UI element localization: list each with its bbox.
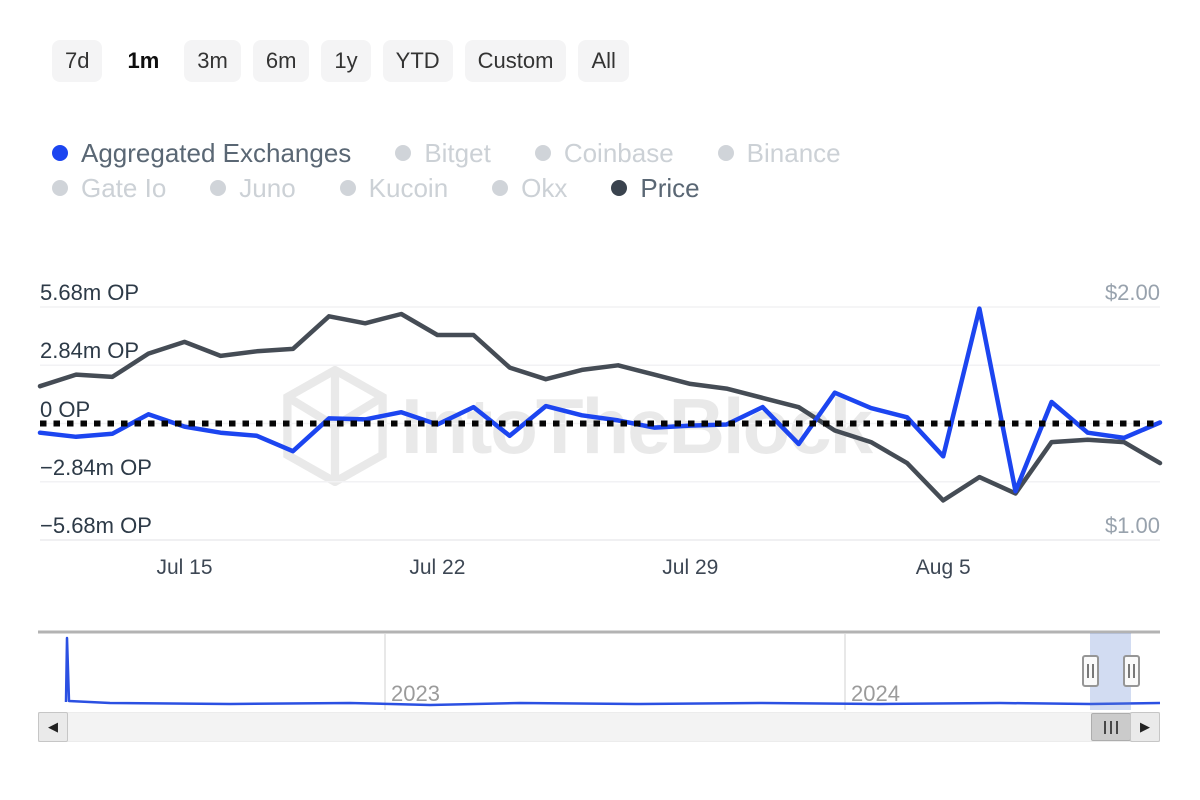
range-button-1m[interactable]: 1m — [114, 40, 173, 82]
range-button-6m[interactable]: 6m — [252, 40, 310, 82]
grip-line — [1086, 664, 1089, 678]
grip-line — [1104, 720, 1106, 734]
legend-row-1: Aggregated Exchanges Bitget Coinbase Bin… — [52, 136, 841, 170]
scrollbar-left-arrow-icon[interactable]: ◀ — [38, 712, 68, 742]
scrollbar-track[interactable] — [38, 712, 1160, 742]
navigator-year-label: 2024 — [851, 681, 900, 706]
y-axis-label-left: 5.68m OP — [40, 280, 140, 305]
legend-label: Juno — [239, 173, 296, 203]
legend-item-aggregated-exchanges[interactable]: Aggregated Exchanges — [52, 140, 351, 166]
legend-dot-icon — [395, 145, 412, 161]
legend-item-gate-io[interactable]: Gate Io — [52, 175, 166, 201]
grip-line — [1110, 720, 1112, 734]
grip-line — [1127, 664, 1130, 678]
scrollbar-right-arrow-icon[interactable]: ▶ — [1130, 712, 1160, 742]
x-axis-label: Jul 22 — [409, 556, 466, 579]
y-axis-label-left: 0 OP — [40, 396, 91, 422]
legend-label: Coinbase — [563, 138, 674, 168]
y-axis-label-left: −5.68m OP — [40, 513, 152, 538]
series-legend: Aggregated Exchanges Bitget Coinbase Bin… — [52, 136, 841, 205]
legend-item-binance[interactable]: Binance — [717, 138, 841, 168]
grip-line — [1116, 720, 1118, 734]
grip-line — [1091, 664, 1094, 678]
legend-item-bitget[interactable]: Bitget — [395, 140, 491, 166]
legend-row-2: Gate Io Juno Kucoin Okx Price — [52, 171, 841, 205]
legend-dot-icon — [611, 180, 628, 196]
legend-label: Price — [640, 173, 700, 203]
range-button-3m[interactable]: 3m — [184, 40, 241, 82]
time-range-toolbar: 7d 1m 3m 6m 1y YTD Custom All — [52, 40, 629, 82]
legend-item-juno[interactable]: Juno — [210, 173, 296, 203]
x-axis-label: Aug 5 — [915, 556, 971, 579]
legend-dot-icon — [339, 180, 356, 196]
y-axis-label-right: $1.00 — [1104, 513, 1160, 538]
scrollbar-thumb[interactable] — [1091, 713, 1131, 741]
navigator-right-handle[interactable] — [1122, 655, 1140, 687]
y-axis-label-left: 2.84m OP — [40, 338, 140, 364]
legend-dot-icon — [52, 180, 68, 196]
legend-label: Kucoin — [368, 173, 449, 203]
legend-dot-icon — [52, 145, 68, 161]
grip-line — [1132, 664, 1135, 678]
legend-item-okx[interactable]: Okx — [492, 175, 567, 201]
navigator-left-handle[interactable] — [1081, 655, 1099, 687]
legend-label: Bitget — [424, 138, 491, 168]
legend-item-kucoin[interactable]: Kucoin — [339, 173, 449, 203]
legend-label: Okx — [521, 173, 568, 203]
range-button-all[interactable]: All — [578, 40, 629, 82]
range-button-1y[interactable]: 1y — [321, 40, 371, 82]
legend-label: Gate Io — [81, 173, 167, 203]
x-axis-label: Jul 15 — [156, 556, 213, 579]
y-axis-label-left: −2.84m OP — [40, 454, 152, 480]
x-axis-label: Jul 29 — [662, 556, 719, 579]
range-button-custom[interactable]: Custom — [464, 40, 567, 82]
legend-label: Aggregated Exchanges — [81, 138, 352, 168]
y-axis-label-right: $2.00 — [1104, 280, 1160, 305]
legend-dot-icon — [492, 180, 509, 196]
legend-dot-icon — [210, 180, 227, 196]
navigator-year-label: 2023 — [391, 681, 440, 706]
legend-dot-icon — [534, 145, 551, 161]
legend-dot-icon — [717, 145, 734, 161]
range-button-7d[interactable]: 7d — [52, 40, 103, 82]
legend-item-price[interactable]: Price — [611, 173, 700, 203]
legend-label: Binance — [746, 138, 841, 168]
legend-item-coinbase[interactable]: Coinbase — [534, 138, 674, 168]
range-button-ytd[interactable]: YTD — [382, 40, 453, 82]
